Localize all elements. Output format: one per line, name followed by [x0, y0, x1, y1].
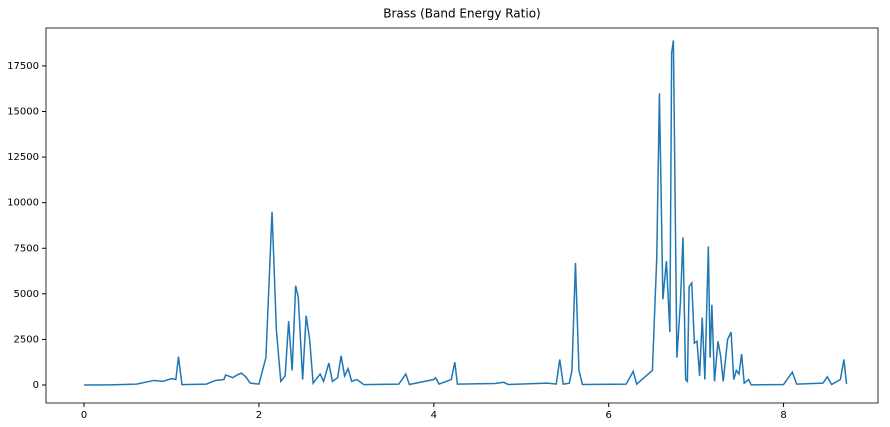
y-tick-label: 12500	[7, 152, 39, 163]
y-tick-label: 7500	[14, 243, 39, 254]
y-tick-label: 0	[33, 380, 39, 391]
y-tick-label: 10000	[7, 198, 39, 209]
plot-frame	[45, 27, 879, 404]
x-tick-label: 0	[81, 410, 87, 421]
x-tick-label: 2	[256, 410, 262, 421]
x-tick-label: 4	[431, 410, 437, 421]
chart-title: Brass (Band Energy Ratio)	[383, 7, 540, 21]
y-tick-label: 17500	[7, 61, 39, 72]
x-tick-label: 8	[780, 410, 786, 421]
x-tick-label: 6	[605, 410, 611, 421]
y-tick-label: 2500	[14, 334, 39, 345]
data-line	[84, 40, 848, 386]
y-tick-label: 5000	[14, 289, 39, 300]
y-tick-label: 15000	[7, 107, 39, 118]
